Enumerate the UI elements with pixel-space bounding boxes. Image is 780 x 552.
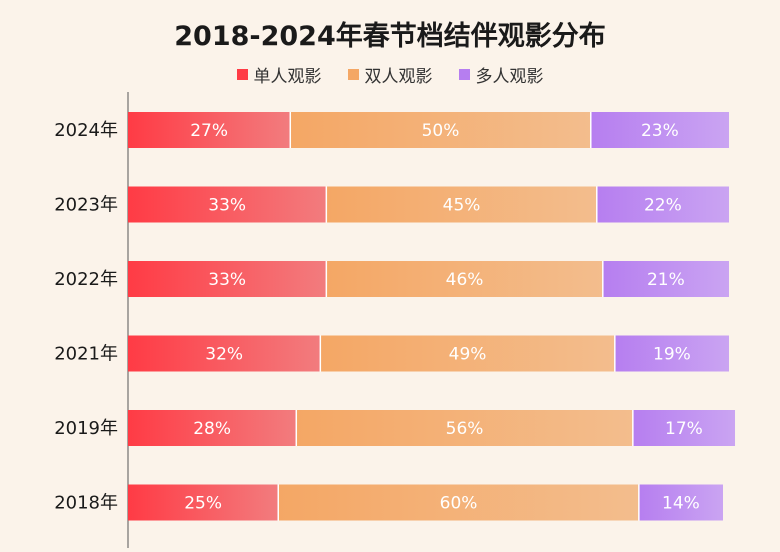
data-label-double: 46% (446, 270, 484, 290)
data-label-multi: 14% (662, 494, 700, 514)
data-label-single: 25% (184, 494, 222, 514)
legend-label-single: 单人观影 (253, 67, 322, 87)
legend-swatch-multi (458, 69, 470, 80)
bar-segment-single (128, 484, 279, 521)
chart-title: 2018-2024年春节档结伴观影分布 (174, 21, 606, 52)
legend-item-single: 单人观影 (236, 62, 322, 87)
bar-segment-single (128, 112, 291, 148)
legend-label-double: 双人观影 (364, 67, 433, 87)
bar-segment-single (128, 410, 297, 446)
data-label-double: 50% (422, 121, 460, 141)
bar-segment-multi (590, 112, 729, 148)
data-label-multi: 19% (653, 345, 691, 365)
bar-segment-double (290, 112, 591, 148)
legend-label-multi: 多人观影 (475, 67, 544, 87)
legend-swatch-single (236, 69, 248, 80)
bar-segment-single (128, 261, 327, 297)
legend-item-double: 双人观影 (347, 62, 433, 87)
data-label-double: 56% (446, 419, 484, 439)
legend-item-multi: 多人观影 (458, 62, 544, 87)
y-tick-label: 2021年 (54, 344, 118, 365)
y-tick-label: 2019年 (54, 418, 118, 439)
data-label-double: 49% (449, 345, 487, 365)
bar-segment-double (278, 484, 639, 521)
data-label-double: 60% (440, 494, 478, 514)
chart-legend: 单人观影 双人观影 多人观影 (0, 62, 780, 87)
bar-segment-double (326, 261, 603, 297)
data-label-multi: 17% (665, 419, 703, 439)
data-label-single: 32% (205, 345, 243, 365)
y-tick-label: 2018年 (54, 493, 118, 514)
data-label-single: 33% (208, 196, 246, 216)
bar-segment-multi (596, 186, 729, 223)
bar-segment-double (320, 335, 615, 372)
bar-segment-double (296, 410, 633, 446)
data-label-multi: 22% (644, 196, 682, 216)
bar-segment-multi (614, 335, 729, 372)
data-label-single: 27% (190, 121, 228, 141)
bar-segment-multi (638, 484, 723, 521)
data-label-multi: 21% (647, 270, 685, 290)
y-tick-label: 2024年 (54, 120, 118, 141)
legend-swatch-double (347, 69, 359, 80)
data-label-single: 28% (193, 419, 231, 439)
data-label-single: 33% (208, 270, 246, 290)
bar-segment-multi (602, 261, 729, 297)
data-label-multi: 23% (641, 121, 679, 141)
bar-segment-single (128, 335, 321, 372)
data-label-double: 45% (443, 196, 481, 216)
bar-segment-multi (632, 410, 736, 446)
bar-segment-single (128, 186, 327, 223)
y-tick-label: 2023年 (54, 195, 118, 216)
bar-segment-double (326, 186, 597, 223)
y-tick-label: 2022年 (54, 269, 118, 290)
